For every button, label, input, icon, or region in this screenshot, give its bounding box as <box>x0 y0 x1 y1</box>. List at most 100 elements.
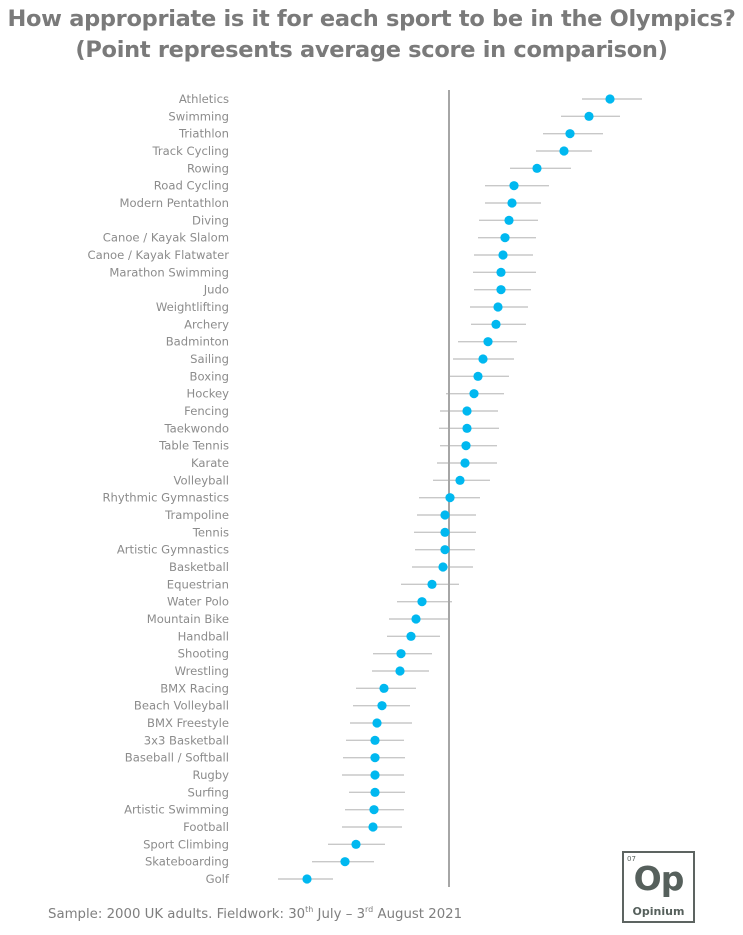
footer-sup-2: rd <box>365 905 374 914</box>
category-label: Mountain Bike <box>147 612 229 626</box>
points <box>302 94 615 884</box>
category-label: Archery <box>184 317 229 331</box>
category-label: Modern Pentathlon <box>120 196 229 210</box>
category-label: Beach Volleyball <box>134 699 229 713</box>
data-point <box>473 371 483 381</box>
data-point <box>440 545 450 555</box>
data-point <box>461 441 471 451</box>
footer-mid: July – 3 <box>313 907 366 922</box>
data-point <box>377 701 387 711</box>
footer-sup-1: th <box>305 905 314 914</box>
chart-title-line-1: How appropriate is it for each sport to … <box>7 6 736 32</box>
data-point <box>370 735 380 745</box>
data-point <box>498 250 508 260</box>
category-label: Equestrian <box>167 577 229 591</box>
category-label: Weightlifting <box>156 300 229 314</box>
category-label: Tennis <box>192 525 229 539</box>
category-label: Road Cycling <box>154 179 229 193</box>
category-label: Golf <box>206 872 230 886</box>
data-point <box>559 146 569 156</box>
category-label: BMX Racing <box>160 681 229 695</box>
data-point <box>507 198 517 208</box>
data-point <box>340 857 350 867</box>
data-point <box>379 683 389 693</box>
data-point <box>369 805 379 815</box>
category-label: Artistic Swimming <box>124 803 229 817</box>
category-label: Track Cycling <box>151 144 229 158</box>
category-label: Hockey <box>187 387 230 401</box>
footer-note: Sample: 2000 UK adults. Fieldwork: 30th … <box>48 905 463 923</box>
data-point <box>500 233 510 243</box>
data-point <box>584 111 594 121</box>
data-point <box>493 302 503 312</box>
data-point <box>478 354 488 364</box>
category-label: Triathlon <box>178 127 229 141</box>
data-point <box>509 181 519 191</box>
category-label: Football <box>183 820 229 834</box>
category-label: Sailing <box>190 352 229 366</box>
data-point <box>483 337 493 347</box>
category-label: Canoe / Kayak Flatwater <box>88 248 230 262</box>
category-labels: Athletics Swimming Triathlon Track Cycling R… <box>88 92 230 886</box>
data-point <box>532 163 542 173</box>
data-point <box>605 94 615 104</box>
data-point <box>368 822 378 832</box>
data-point <box>469 389 479 399</box>
footer-suffix: August 2021 <box>373 907 463 922</box>
category-label: Table Tennis <box>158 439 229 453</box>
logo-symbol: Op <box>633 859 685 898</box>
data-point <box>411 614 421 624</box>
category-label: Karate <box>191 456 229 470</box>
data-point <box>406 631 416 641</box>
category-label: Water Polo <box>167 595 229 609</box>
category-label: Boxing <box>190 369 229 383</box>
data-point <box>396 649 406 659</box>
data-point <box>440 510 450 520</box>
data-point <box>460 458 470 468</box>
category-label: Fencing <box>184 404 229 418</box>
category-label: Sport Climbing <box>143 837 229 851</box>
data-point <box>565 129 575 139</box>
data-point <box>372 718 382 728</box>
data-point <box>370 770 380 780</box>
category-label: Basketball <box>169 560 229 574</box>
category-label: Artistic Gymnastics <box>117 543 229 557</box>
category-label: Surfing <box>188 785 229 799</box>
logo-name: Opinium <box>632 905 685 918</box>
logo-number: 07 <box>627 855 636 863</box>
category-label: Diving <box>192 213 229 227</box>
category-label: Badminton <box>166 335 229 349</box>
category-label: 3x3 Basketball <box>144 733 229 747</box>
category-label: Rugby <box>193 768 230 782</box>
data-point <box>427 579 437 589</box>
category-label: Swimming <box>168 109 229 123</box>
data-point <box>462 423 472 433</box>
data-point <box>395 666 405 676</box>
data-point <box>417 597 427 607</box>
category-label: Rowing <box>187 161 229 175</box>
opinium-logo: 07 Op Opinium <box>622 851 695 923</box>
category-label: Taekwondo <box>164 421 230 435</box>
category-label: Shooting <box>178 647 229 661</box>
category-label: Marathon Swimming <box>109 265 229 279</box>
data-point <box>302 874 312 884</box>
category-label: BMX Freestyle <box>147 716 229 730</box>
category-label: Trampoline <box>164 508 229 522</box>
data-point <box>496 285 506 295</box>
category-label: Judo <box>203 283 229 297</box>
data-point <box>455 475 465 485</box>
data-point <box>370 787 380 797</box>
category-label: Canoe / Kayak Slalom <box>103 231 229 245</box>
data-point <box>370 753 380 763</box>
data-point <box>496 267 506 277</box>
data-point <box>445 493 455 503</box>
category-label: Rhythmic Gymnastics <box>102 491 229 505</box>
data-point <box>462 406 472 416</box>
data-point <box>351 839 361 849</box>
category-label: Athletics <box>179 92 229 106</box>
category-label: Skateboarding <box>145 855 229 869</box>
chart-title-line-2: (Point represents average score in compa… <box>75 37 668 63</box>
range-lines <box>278 98 642 880</box>
category-label: Wrestling <box>175 664 229 678</box>
